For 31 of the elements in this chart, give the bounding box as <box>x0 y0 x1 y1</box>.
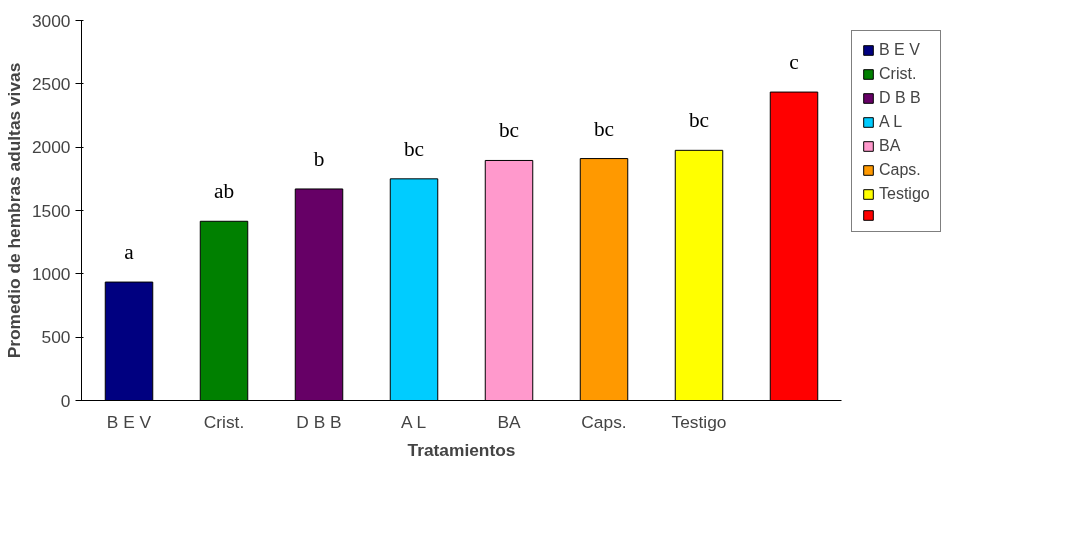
x-tick-label: A L <box>401 411 427 432</box>
legend-label: B E V <box>879 41 920 59</box>
y-tick-label: 2000 <box>31 137 71 158</box>
y-tick-label: 1500 <box>31 200 71 221</box>
data-label: bc <box>498 118 520 143</box>
legend-label: A L <box>879 113 903 131</box>
x-tick-label: Testigo <box>671 411 727 432</box>
y-tick-label: 500 <box>41 327 71 348</box>
legend-label: BA <box>879 137 901 155</box>
x-tick-label: D B B <box>296 411 342 432</box>
x-tick-label: Caps. <box>581 411 627 432</box>
x-tick-label: BA <box>497 411 521 432</box>
legend-label: Testigo <box>879 185 930 203</box>
legend-label: Crist. <box>879 65 917 83</box>
data-label: ab <box>213 179 235 204</box>
data-label: a <box>124 240 135 265</box>
data-label: b <box>313 146 325 171</box>
legend-label: D B B <box>879 89 921 107</box>
data-label: c <box>789 50 799 75</box>
y-tick-label: 1000 <box>31 263 71 284</box>
y-axis-title: Promedio de hembras adultas vivas <box>3 62 24 359</box>
data-label: bc <box>688 108 710 133</box>
x-tick-label: Crist. <box>203 411 245 432</box>
legend-label: Caps. <box>879 161 921 179</box>
y-tick-label: 0 <box>60 390 71 411</box>
data-label: bc <box>593 116 615 141</box>
x-tick-label: B E V <box>106 411 152 432</box>
data-label: bc <box>403 136 425 161</box>
y-tick-label: 2500 <box>31 73 71 94</box>
x-axis-title: Tratamientos <box>407 439 516 460</box>
y-tick-label: 3000 <box>31 10 71 31</box>
